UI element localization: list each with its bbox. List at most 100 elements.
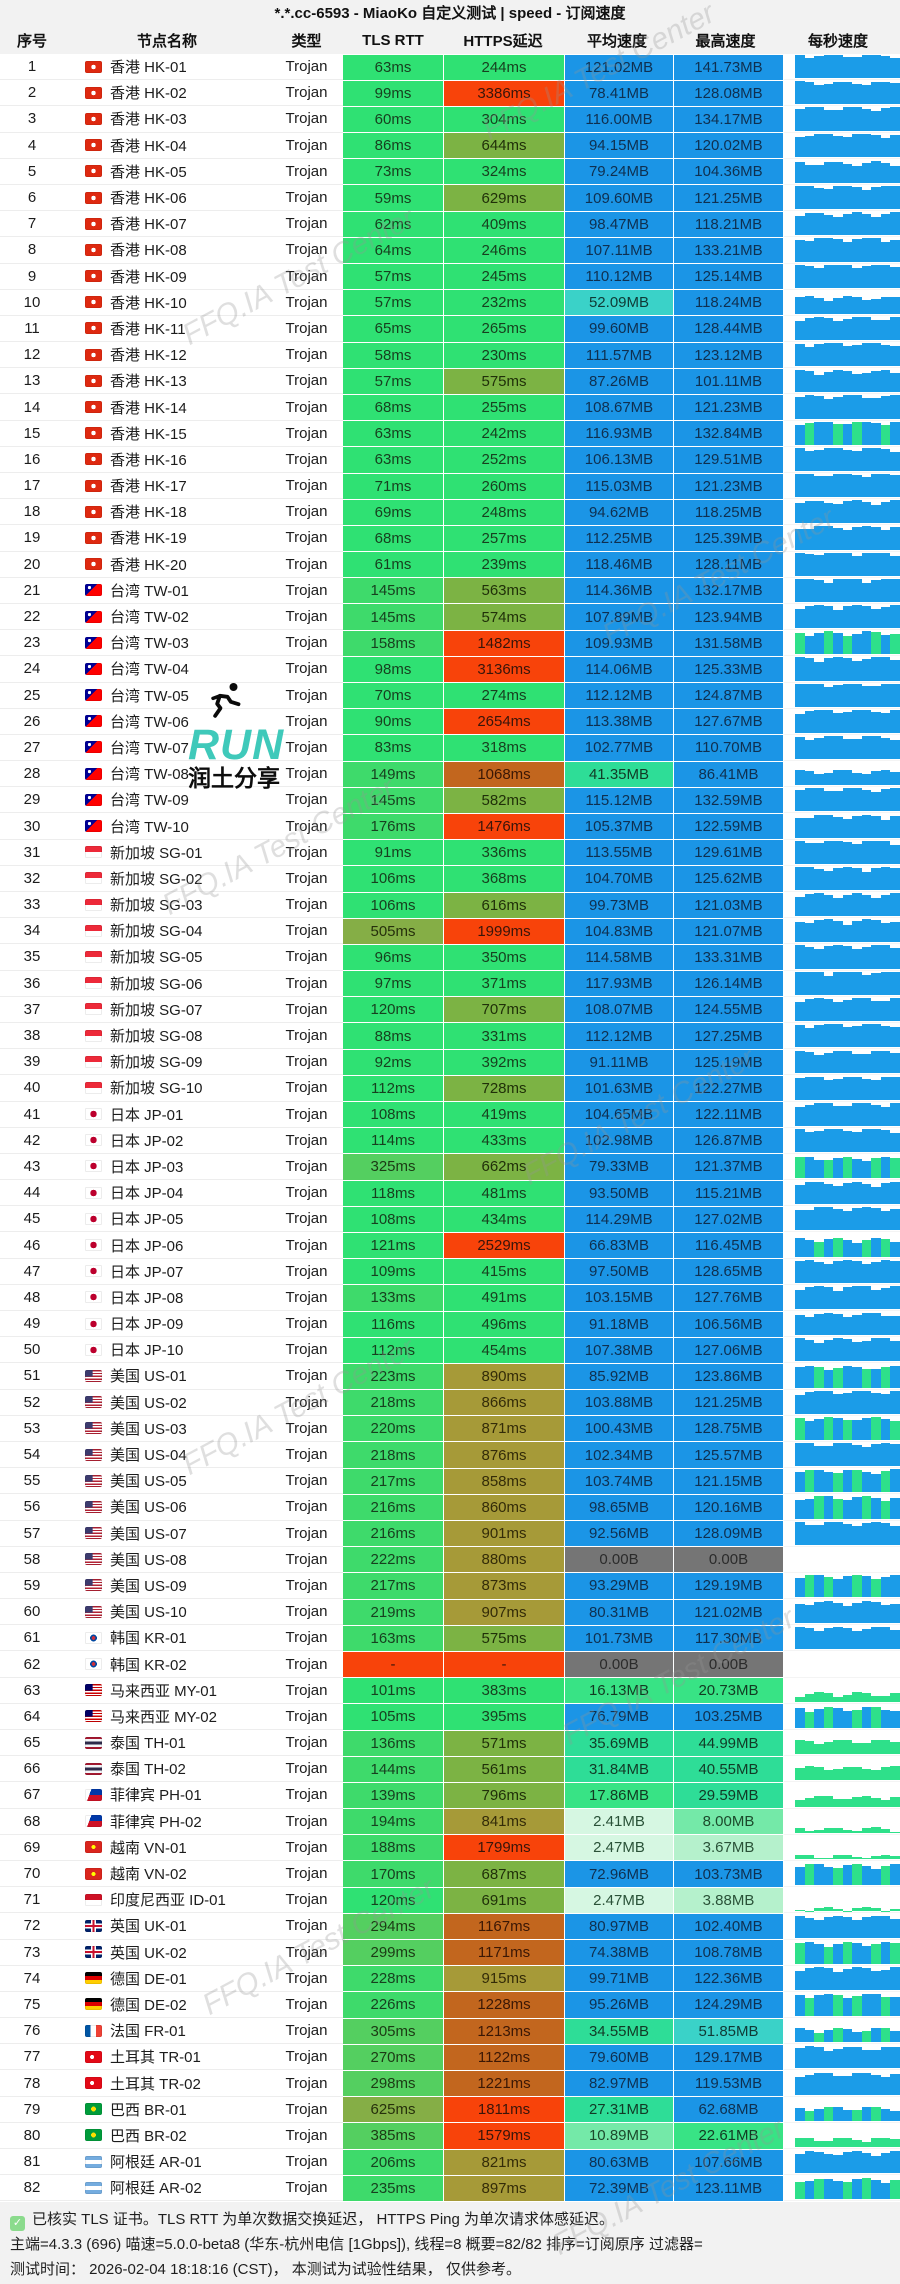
spark-bar	[833, 1696, 843, 1702]
spark-bar	[833, 770, 843, 786]
table-row: 75 德国 DE-02 Trojan 226ms 1228ms 95.26MB 124.29…	[0, 1991, 900, 2019]
spark-bar	[823, 1522, 834, 1545]
cell-max-speed: 124.55MB	[674, 997, 783, 1023]
cell-https-latency: 691ms	[444, 1887, 564, 1913]
tw-flag-icon	[85, 610, 102, 623]
hk-flag-icon	[85, 427, 102, 440]
spark-bar	[871, 657, 881, 681]
cell-speed-graph	[784, 1337, 900, 1364]
ar-flag-icon	[85, 2155, 102, 2168]
spark-bar	[823, 1264, 834, 1283]
spark-bar	[852, 395, 862, 419]
spark-bar	[890, 527, 900, 550]
cell-node-name: 美国 US-10	[64, 1599, 270, 1626]
spark-bar	[880, 1288, 891, 1309]
row-index: 68	[0, 1809, 64, 1835]
table-row: 15 香港 HK-15 Trojan 63ms 242ms 116.93MB 132.84M…	[0, 420, 900, 447]
spark-bar	[890, 578, 900, 602]
cell-node-name: 日本 JP-02	[64, 1128, 270, 1154]
cell-avg-speed: 102.77MB	[565, 735, 673, 761]
cell-https-latency: 3136ms	[444, 656, 564, 682]
spark-bar	[842, 1766, 853, 1781]
row-index: 36	[0, 971, 64, 997]
spark-bar	[890, 1340, 900, 1362]
spark-bar	[852, 1341, 862, 1362]
cell-https-latency: 629ms	[444, 185, 564, 211]
spark-bar	[823, 1769, 834, 1781]
cell-max-speed: 125.33MB	[674, 656, 783, 682]
cell-max-speed: 132.84MB	[674, 421, 783, 447]
spark-bar	[814, 1995, 824, 2017]
spark-bar	[890, 788, 900, 812]
us-flag-icon	[85, 1474, 102, 1487]
footer-line-tls: ✓ 已核实 TLS 证书。TLS RTT 为单次数据交换延迟， HTTPS Pin…	[10, 2207, 890, 2232]
spark-bar	[852, 1207, 862, 1231]
spark-bar	[890, 1497, 900, 1519]
cell-node-name: 日本 JP-04	[64, 1180, 270, 1207]
de-flag-icon	[85, 1972, 102, 1985]
spark-bar	[890, 2030, 900, 2043]
cell-avg-speed: 35.69MB	[565, 1730, 673, 1756]
table-row: 57 美国 US-07 Trojan 216ms 901ms 92.56MB 128.09M…	[0, 1520, 900, 1547]
spark-bar	[823, 1907, 834, 1912]
spark-bar	[804, 1575, 815, 1598]
spark-bar	[823, 238, 834, 262]
spark-bar	[823, 919, 834, 943]
spark-bar	[852, 373, 862, 393]
cell-avg-speed: 66.83MB	[565, 1232, 673, 1259]
node-name-label: 香港 HK-20	[110, 556, 187, 574]
spark-bar	[842, 894, 853, 917]
tw-flag-icon	[85, 741, 102, 754]
table-row: 31 新加坡 SG-01 Trojan 91ms 336ms 113.55MB 129.61…	[0, 839, 900, 866]
spark-bar	[880, 2183, 891, 2200]
spark-bar	[823, 343, 834, 367]
spark-bar	[880, 737, 891, 760]
spark-bar	[804, 212, 815, 236]
spark-bar	[890, 345, 900, 367]
spark-bar	[861, 1967, 872, 1990]
hk-flag-icon	[85, 112, 102, 125]
spark-bar	[833, 216, 843, 236]
spark-bar	[833, 1769, 843, 1781]
spark-bar	[890, 212, 900, 236]
spark-bar	[880, 1523, 891, 1545]
spark-bar	[842, 553, 853, 576]
table-row: 68 菲律宾 PH-02 Trojan 194ms 841ms 2.41MB 8.00MB	[0, 1808, 900, 1835]
spark-bar	[890, 1710, 900, 1728]
row-index: 12	[0, 342, 64, 369]
spark-bar	[871, 1443, 881, 1467]
spark-bar	[871, 868, 881, 890]
spark-bar	[890, 771, 900, 786]
cell-tls-rtt: 114ms	[343, 1128, 443, 1154]
cell-avg-speed: 82.97MB	[565, 2070, 673, 2097]
spark-bar	[814, 1796, 824, 1807]
spark-bar	[880, 474, 891, 498]
spark-bar	[852, 1132, 862, 1152]
spark-bar	[852, 1908, 862, 1912]
spark-bar	[804, 1605, 815, 1624]
spark-bar	[852, 2031, 862, 2043]
cell-type: Trojan	[270, 1049, 343, 1076]
cell-tls-rtt: 625ms	[343, 2097, 443, 2123]
cell-node-name: 台湾 TW-05	[64, 683, 270, 709]
spark-bar	[890, 683, 900, 707]
spark-bar	[880, 1130, 891, 1152]
spark-bar	[833, 1185, 843, 1205]
cell-max-speed: 121.03MB	[674, 892, 783, 918]
spark-bar	[861, 162, 872, 183]
spark-bar	[852, 1102, 862, 1126]
spark-bar	[852, 683, 862, 707]
spark-bar	[823, 1102, 834, 1126]
spark-bar	[842, 1338, 853, 1362]
cell-node-name: 印度尼西亚 ID-01	[64, 1887, 270, 1914]
spark-bar	[871, 298, 881, 314]
cell-max-speed: 116.45MB	[674, 1232, 783, 1259]
spark-bar	[842, 1710, 853, 1728]
spark-bar	[814, 788, 824, 812]
spark-bar	[842, 842, 853, 864]
table-row: 9 香港 HK-09 Trojan 57ms 245ms 110.12MB 125.14MB	[0, 263, 900, 290]
cell-type: Trojan	[270, 106, 343, 133]
spark-bar	[871, 791, 881, 812]
cell-tls-rtt: 57ms	[343, 368, 443, 394]
spark-bar	[814, 450, 824, 471]
